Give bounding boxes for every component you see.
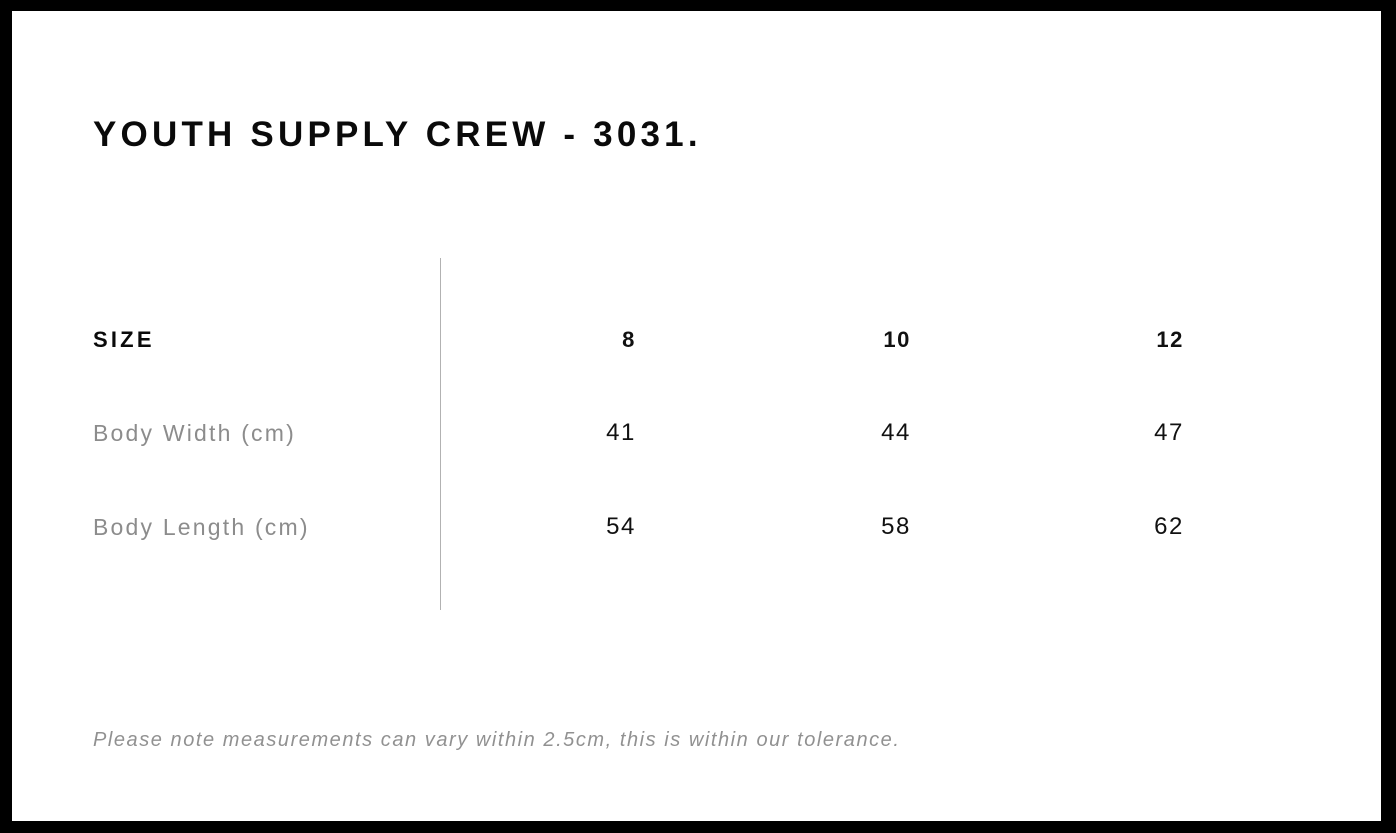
measurement-tolerance-note: Please note measurements can vary within… [93, 729, 901, 751]
table-cell-body-width-size-8: 41 [606, 419, 636, 446]
table-row: Body Length (cm) 54 58 62 [12, 510, 1381, 544]
table-header-size-1: 10 [883, 327, 911, 352]
table-vertical-divider [440, 258, 441, 610]
table-cell-body-length-size-8: 54 [606, 513, 636, 540]
table-header-row: SIZE 8 10 12 [12, 323, 1381, 357]
table-header-label-size: SIZE [93, 327, 155, 352]
size-chart-canvas: YOUTH SUPPLY CREW - 3031. SIZE 8 10 12 B… [12, 11, 1381, 821]
page-title: YOUTH SUPPLY CREW - 3031. [93, 115, 702, 154]
table-cell-body-length-size-10: 58 [881, 513, 911, 540]
table-row: Body Width (cm) 41 44 47 [12, 416, 1381, 450]
table-header-size-2: 12 [1156, 327, 1184, 352]
table-row-label-body-length: Body Length (cm) [93, 514, 310, 540]
table-cell-body-width-size-10: 44 [881, 419, 911, 446]
table-row-label-body-width: Body Width (cm) [93, 420, 296, 446]
table-cell-body-length-size-12: 62 [1154, 513, 1184, 540]
table-cell-body-width-size-12: 47 [1154, 419, 1184, 446]
table-header-size-0: 8 [622, 327, 636, 352]
